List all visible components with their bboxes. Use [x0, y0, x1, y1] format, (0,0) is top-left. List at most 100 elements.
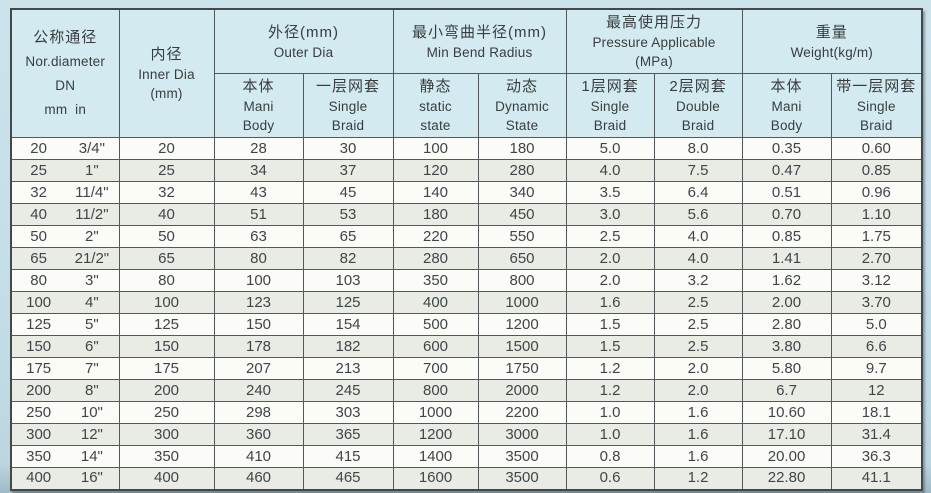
cell-press-double: 5.6: [653, 203, 743, 226]
cell-dn: 300 12": [10, 423, 120, 446]
dn-in-value: 16": [80, 469, 103, 487]
header-inner-dia-zh: 内径: [150, 46, 183, 63]
cell-weight-braid: 41.1: [830, 467, 923, 490]
hose-spec-table: 公称通径 Nor.diameter DN mm in 内径 Inner Dia …: [10, 8, 924, 491]
dn-mm-value: 80: [30, 271, 47, 289]
dn-in-value: 3/4": [78, 139, 105, 157]
cell-outer-braid: 213: [302, 357, 394, 380]
cell-bend-static: 700: [392, 357, 479, 380]
cell-weight-body: 2.00: [741, 291, 832, 314]
cell-weight-body: 1.62: [741, 269, 832, 292]
cell-bend-static: 280: [392, 247, 479, 270]
cell-weight-body: 1.41: [741, 247, 832, 270]
cell-press-double: 8.0: [653, 137, 743, 160]
cell-dn: 350 14": [10, 445, 120, 468]
cell-outer-braid: 53: [302, 203, 394, 226]
cell-weight-body: 20.00: [741, 445, 832, 468]
dn-mm-value: 32: [30, 183, 47, 201]
header-nominal-diameter-units: mm in: [44, 101, 87, 117]
cell-inner: 50: [118, 225, 215, 248]
table-row: 350 14" 350 410 415 1400 3500 0.8 1.6 20.00 36.3: [10, 445, 923, 468]
dn-mm-value: 350: [26, 447, 52, 465]
table-row: 40 11/2" 40 51 53 180 450 3.0 5.6 0.70 1.10: [10, 203, 923, 226]
table-header: 公称通径 Nor.diameter DN mm in 内径 Inner Dia …: [10, 8, 923, 138]
cell-outer-body: 460: [213, 467, 304, 490]
cell-outer-braid: 245: [302, 379, 394, 402]
dn-mm-value: 65: [30, 249, 47, 267]
table-row: 300 12" 300 360 365 1200 3000 1.0 1.6 17.10 31.4: [10, 423, 923, 446]
cell-bend-static: 140: [392, 181, 479, 204]
cell-outer-braid: 415: [302, 445, 394, 468]
subheader-en2: Braid: [860, 118, 893, 133]
cell-bend-dynamic: 3000: [477, 423, 567, 446]
cell-weight-body: 5.80: [741, 357, 832, 380]
dn-mm-value: 25: [30, 161, 47, 179]
cell-dn: 65 21/2": [10, 247, 120, 270]
subheader-zh: 2层网套: [669, 78, 727, 95]
cell-press-double: 4.0: [653, 247, 743, 270]
cell-weight-braid: 0.85: [830, 159, 923, 182]
header-nominal-diameter: 公称通径 Nor.diameter DN mm in: [10, 8, 120, 138]
subheader-bend-dynamic: 动态 Dynamic State: [477, 73, 567, 138]
cell-press-single: 1.5: [565, 335, 655, 358]
cell-bend-dynamic: 2200: [477, 401, 567, 424]
table-row: 150 6" 150 178 182 600 1500 1.5 2.5 3.80 6.6: [10, 335, 923, 358]
table-subheader-row: 本体 Mani Body 一层网套 Single Braid 静态 static…: [11, 73, 923, 138]
cell-dn: 400 16": [10, 467, 120, 490]
cell-outer-body: 43: [213, 181, 304, 204]
subheader-zh: 本体: [242, 78, 275, 95]
cell-press-double: 1.6: [653, 423, 743, 446]
dn-in-value: 2": [85, 227, 99, 245]
cell-weight-braid: 18.1: [830, 401, 923, 424]
cell-dn: 100 4": [10, 291, 120, 314]
dn-in-value: 11/2": [75, 205, 109, 223]
cell-bend-dynamic: 180: [477, 137, 567, 160]
subheader-en2: state: [420, 118, 451, 133]
cell-press-single: 1.0: [565, 401, 655, 424]
cell-inner: 125: [118, 313, 215, 336]
dn-in-value: 21/2": [74, 249, 110, 267]
cell-press-double: 3.2: [653, 269, 743, 292]
subheader-en2: Braid: [331, 118, 365, 133]
table-row: 32 11/4" 32 43 45 140 340 3.5 6.4 0.51 0.96: [10, 181, 923, 204]
table-row: 65 21/2" 65 80 82 280 650 2.0 4.0 1.41 2.70: [10, 247, 923, 270]
cell-inner: 100: [118, 291, 215, 314]
subheader-zh: 带一层网套: [836, 78, 917, 95]
dn-mm-value: 400: [26, 469, 52, 487]
cell-outer-body: 410: [213, 445, 304, 468]
header-min-bend-radius-en: Min Bend Radius: [426, 44, 533, 60]
cell-bend-static: 500: [392, 313, 479, 336]
header-pressure-en: Pressure Applicable: [592, 35, 716, 50]
cell-weight-braid: 0.96: [830, 181, 923, 204]
cell-press-single: 1.2: [565, 357, 655, 380]
cell-bend-static: 400: [392, 291, 479, 314]
header-nominal-diameter-en: Nor.diameter: [25, 53, 106, 69]
cell-bend-static: 220: [392, 225, 479, 248]
subheader-weight-mani-body: 本体 Mani Body: [741, 73, 832, 138]
dn-mm-value: 125: [26, 315, 52, 333]
dn-in-value: 10": [80, 403, 103, 421]
table-body: 20 3/4" 20 28 30 100 180 5.0 8.0 0.35 0.60 25 1" 25 34…: [10, 137, 923, 490]
table-row: 250 10" 250 298 303 1000 2200 1.0 1.6 10.60 18.1: [10, 401, 923, 424]
header-min-bend-radius: 最小弯曲半径(mm) Min Bend Radius: [392, 8, 567, 74]
cell-weight-body: 17.10: [741, 423, 832, 446]
cell-weight-body: 3.80: [741, 335, 832, 358]
cell-dn: 80 3": [10, 269, 120, 292]
table-row: 125 5" 125 150 154 500 1200 1.5 2.5 2.80 5.0: [10, 313, 923, 336]
subheader-zh: 动态: [506, 78, 539, 95]
cell-outer-body: 51: [213, 203, 304, 226]
cell-dn: 32 11/4": [10, 181, 120, 204]
cell-inner: 150: [118, 335, 215, 358]
cell-inner: 175: [118, 357, 215, 380]
cell-bend-static: 1000: [392, 401, 479, 424]
cell-bend-static: 600: [392, 335, 479, 358]
cell-bend-static: 800: [392, 379, 479, 402]
header-weight-zh: 重量: [815, 23, 848, 41]
cell-press-single: 0.8: [565, 445, 655, 468]
cell-weight-body: 2.80: [741, 313, 832, 336]
cell-outer-body: 150: [213, 313, 304, 336]
table-row: 175 7" 175 207 213 700 1750 1.2 2.0 5.80 9.7: [10, 357, 923, 380]
cell-dn: 175 7": [10, 357, 120, 380]
header-pressure-unit: (MPa): [635, 54, 673, 69]
cell-dn: 20 3/4": [10, 137, 120, 160]
